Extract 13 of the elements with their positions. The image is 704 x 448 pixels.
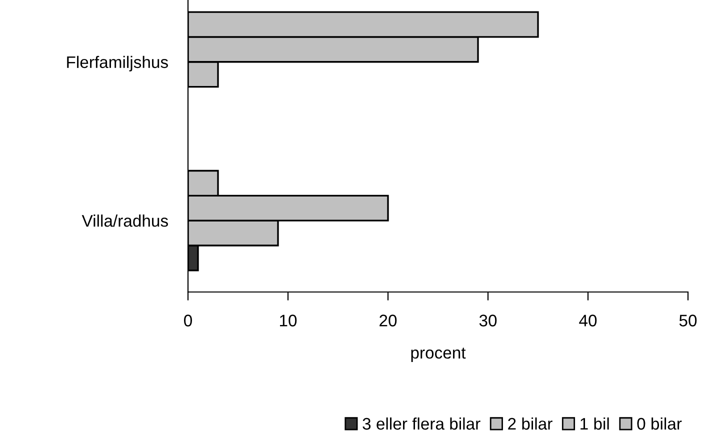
x-tick-label: 40: [579, 314, 597, 326]
y-tick-label: Flerfamiljshus: [67, 56, 168, 72]
x-tick-label: 50: [679, 314, 697, 326]
legend-label: 3 eller flera bilar: [362, 417, 480, 430]
x-tick-label: 30: [479, 314, 497, 326]
legend-label: 2 bilar: [508, 417, 552, 430]
legend-label: 1 bil: [580, 417, 609, 430]
x-tick-label: 10: [280, 314, 297, 326]
y-tick-label: Villa/radhus: [82, 214, 168, 227]
x-tick-label: 20: [380, 314, 397, 326]
x-tick-label: 0: [184, 314, 192, 326]
legend-label: 0 bilar: [637, 417, 682, 430]
x-axis-title: procent: [411, 348, 466, 362]
